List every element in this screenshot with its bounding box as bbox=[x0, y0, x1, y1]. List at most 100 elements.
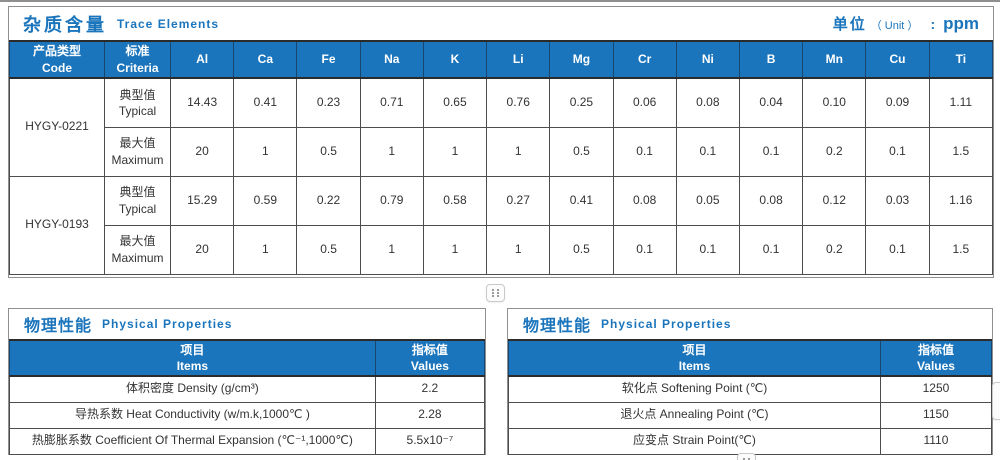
value-cell: 1 bbox=[486, 126, 551, 177]
value-cell: 0.12 bbox=[802, 175, 867, 226]
table-row-hygy0193-maximum: 最大值 Maximum 20 1 0.5 1 1 1 0.5 0.1 0.1 0… bbox=[10, 224, 994, 275]
trace-header-row: 产品类型 Code 标准 Criteria Al Ca Fe Na K Li M… bbox=[9, 40, 994, 79]
criteria-cell-typical: 典型值 Typical bbox=[104, 77, 171, 128]
value-cell: 0.08 bbox=[675, 77, 740, 128]
drag-handle-button[interactable] bbox=[486, 284, 505, 302]
table-row-hygy0193-typical: HYGY-0193 典型值 Typical 15.29 0.59 0.22 0.… bbox=[9, 175, 994, 275]
value-cell: 1150 bbox=[879, 401, 993, 429]
value-cell: 0.08 bbox=[612, 175, 677, 226]
value-cell: 0.1 bbox=[738, 126, 804, 177]
item-cell: 退火点 Annealing Point (℃) bbox=[508, 401, 881, 429]
column-header-element: Al bbox=[169, 40, 235, 79]
page-top-divider bbox=[0, 0, 1000, 2]
column-header-element: Mg bbox=[549, 40, 614, 79]
value-cell: 0.04 bbox=[738, 77, 804, 128]
value-cell: 1 bbox=[422, 224, 488, 275]
table-row-softening-point: 软化点 Softening Point (℃) 1250 bbox=[508, 375, 993, 403]
value-cell: 0.5 bbox=[296, 224, 361, 275]
unit-label-en: （ Unit ） bbox=[870, 20, 919, 32]
criteria-cell-maximum: 最大值 Maximum bbox=[104, 224, 171, 275]
value-cell: 0.58 bbox=[422, 175, 488, 226]
value-cell: 0.5 bbox=[549, 224, 614, 275]
value-cell: 0.22 bbox=[296, 175, 361, 226]
physical-right-header-row: 项目 Items 指标值 Values bbox=[508, 339, 993, 377]
value-cell: 0.06 bbox=[612, 77, 677, 128]
value-cell: 5.5x10⁻⁷ bbox=[374, 427, 486, 455]
physical-left-title-row: 物理性能 Physical Properties bbox=[9, 309, 485, 339]
column-header-element: Li bbox=[486, 40, 551, 79]
physical-left-header-row: 项目 Items 指标值 Values bbox=[9, 339, 486, 377]
value-cell: 1.11 bbox=[928, 77, 994, 128]
item-cell: 软化点 Softening Point (℃) bbox=[508, 375, 881, 403]
table-row-heat-conductivity: 导热系数 Heat Conductivity (w/m.k,1000℃ ) 2.… bbox=[9, 401, 486, 429]
value-cell: 0.1 bbox=[865, 224, 930, 275]
column-header-criteria: 标准 Criteria bbox=[104, 40, 171, 79]
unit-colon: : bbox=[930, 16, 936, 32]
physical-properties-table-left: 项目 Items 指标值 Values 体积密度 Density (g/cm³)… bbox=[9, 339, 486, 455]
physical-right-title-row: 物理性能 Physical Properties bbox=[508, 309, 992, 339]
value-cell: 1 bbox=[359, 224, 424, 275]
value-cell: 0.09 bbox=[865, 77, 930, 128]
value-cell: 0.05 bbox=[675, 175, 740, 226]
drag-handle-button-right-edge[interactable] bbox=[992, 382, 1000, 420]
criteria-cell-typical: 典型值 Typical bbox=[104, 175, 171, 226]
column-header-element: Ti bbox=[928, 40, 994, 79]
value-cell: 1110 bbox=[879, 427, 993, 455]
column-header-element: Ni bbox=[675, 40, 740, 79]
value-cell: 0.2 bbox=[802, 126, 867, 177]
value-cell: 20 bbox=[169, 224, 235, 275]
value-cell: 0.23 bbox=[296, 77, 361, 128]
trace-elements-card: 杂质含量 Trace Elements 单位 （ Unit ） : ppm 产品… bbox=[8, 6, 994, 278]
column-header-element: Ca bbox=[233, 40, 298, 79]
value-cell: 0.41 bbox=[233, 77, 298, 128]
column-header-code: 产品类型 Code bbox=[9, 40, 105, 79]
value-cell: 1.5 bbox=[928, 224, 994, 275]
column-header-element: Cr bbox=[612, 40, 677, 79]
column-header-element: B bbox=[738, 40, 804, 79]
column-header-element: Cu bbox=[865, 40, 930, 79]
item-cell: 导热系数 Heat Conductivity (w/m.k,1000℃ ) bbox=[9, 401, 376, 429]
trace-elements-table: 产品类型 Code 标准 Criteria Al Ca Fe Na K Li M… bbox=[9, 40, 994, 275]
physical-left-title-zh: 物理性能 bbox=[24, 318, 93, 335]
value-cell: 0.1 bbox=[738, 224, 804, 275]
value-cell: 0.41 bbox=[549, 175, 614, 226]
physical-left-title-en: Physical Properties bbox=[102, 317, 233, 331]
product-code-cell: HYGY-0221 bbox=[9, 77, 105, 177]
value-cell: 0.1 bbox=[675, 126, 740, 177]
value-cell: 20 bbox=[169, 126, 235, 177]
item-cell: 体积密度 Density (g/cm³) bbox=[9, 375, 376, 403]
value-cell: 0.10 bbox=[802, 77, 867, 128]
table-row-hygy0221-maximum: 最大值 Maximum 20 1 0.5 1 1 1 0.5 0.1 0.1 0… bbox=[10, 126, 994, 177]
value-cell: 1.16 bbox=[928, 175, 994, 226]
value-cell: 0.27 bbox=[486, 175, 551, 226]
trace-elements-title-row: 杂质含量 Trace Elements 单位 （ Unit ） : ppm bbox=[9, 7, 993, 40]
column-header-items: 项目 Items bbox=[9, 339, 376, 377]
value-cell: 1.5 bbox=[928, 126, 994, 177]
physical-right-title-en: Physical Properties bbox=[601, 317, 732, 331]
unit-label-group: 单位 （ Unit ） : ppm bbox=[833, 13, 979, 34]
value-cell: 1 bbox=[422, 126, 488, 177]
grid-dots-icon bbox=[743, 458, 750, 460]
value-cell: 2.28 bbox=[374, 401, 486, 429]
value-cell: 0.2 bbox=[802, 224, 867, 275]
value-cell: 0.5 bbox=[549, 126, 614, 177]
item-cell: 应变点 Strain Point(℃) bbox=[508, 427, 881, 455]
value-cell: 1250 bbox=[879, 375, 993, 403]
value-cell: 0.03 bbox=[865, 175, 930, 226]
criteria-cell-maximum: 最大值 Maximum bbox=[104, 126, 171, 177]
value-cell: 0.5 bbox=[296, 126, 361, 177]
value-cell: 1 bbox=[233, 224, 298, 275]
value-cell: 14.43 bbox=[169, 77, 235, 128]
value-cell: 1 bbox=[359, 126, 424, 177]
unit-label-zh: 单位 bbox=[832, 16, 867, 33]
value-cell: 1 bbox=[486, 224, 551, 275]
value-cell: 1 bbox=[233, 126, 298, 177]
value-cell: 2.2 bbox=[374, 375, 486, 403]
value-cell: 0.08 bbox=[738, 175, 804, 226]
value-cell: 0.65 bbox=[422, 77, 488, 128]
drag-handle-button-bottom[interactable] bbox=[737, 453, 756, 460]
physical-properties-card-left: 物理性能 Physical Properties 项目 Items 指标值 Va… bbox=[8, 308, 486, 455]
value-cell: 0.76 bbox=[486, 77, 551, 128]
value-cell: 0.79 bbox=[359, 175, 424, 226]
